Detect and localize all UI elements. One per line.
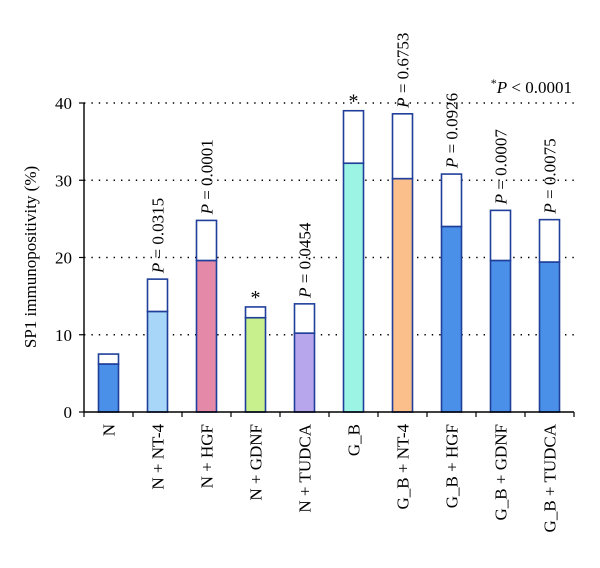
p-value-label: P = 0.0007 bbox=[492, 129, 511, 206]
p-value-label: P = 0.0315 bbox=[149, 198, 168, 274]
category-label: N + NT-4 bbox=[149, 424, 168, 490]
category-label: G_B + TUDCA bbox=[541, 423, 560, 532]
bar-total bbox=[391, 113, 414, 180]
bar-fill bbox=[244, 316, 267, 413]
bar-total bbox=[195, 219, 218, 262]
x-labels: N N + NT-4 N + HGF N + GDNF N + TUDCA G_B G_B … bbox=[83, 412, 575, 532]
significance-star: * bbox=[251, 287, 261, 309]
bar-fill bbox=[489, 259, 512, 413]
y-axis-label: SP1 immunopositivity (%) bbox=[21, 166, 40, 348]
bar-fill bbox=[538, 261, 561, 413]
y-tick-label: 0 bbox=[64, 403, 73, 422]
bar-fill bbox=[97, 363, 120, 413]
bar-fill bbox=[146, 310, 169, 413]
category-label: G_B + HGF bbox=[443, 424, 462, 508]
p-value-label: P = 0.0926 bbox=[443, 93, 462, 169]
bar-fill bbox=[293, 332, 316, 413]
category-label: G_B bbox=[345, 424, 364, 456]
category-label: N + GDNF bbox=[247, 424, 266, 501]
bar-total bbox=[440, 173, 463, 228]
category-label: G_B + GDNF bbox=[492, 424, 511, 521]
category-label: G_B + NT-4 bbox=[394, 424, 413, 510]
bar-fill bbox=[391, 177, 414, 413]
p-value-label: P = 0.0075 bbox=[541, 138, 560, 214]
y-tick-label: 20 bbox=[55, 249, 72, 268]
bar-total bbox=[146, 278, 169, 313]
category-label: N + HGF bbox=[198, 424, 217, 488]
bar-total bbox=[342, 109, 365, 165]
p-value-label: P = 0.0001 bbox=[198, 139, 217, 215]
bar-fill bbox=[342, 162, 365, 413]
y-tick-label: 40 bbox=[55, 94, 72, 113]
category-label: N + TUDCA bbox=[296, 423, 315, 512]
significance-star: * bbox=[349, 91, 359, 113]
bar-total bbox=[97, 353, 120, 365]
y-ticks: 0 10 20 30 40 bbox=[55, 94, 84, 422]
bar-fill bbox=[195, 259, 218, 413]
bar-total bbox=[489, 209, 512, 262]
y-tick-label: 10 bbox=[55, 326, 72, 345]
bar-fill bbox=[440, 225, 463, 413]
annotations: P = 0.0315 P = 0.0001 * P = 0.0454 * P = 0.67… bbox=[149, 33, 560, 309]
category-label: N bbox=[100, 424, 119, 436]
bar-total bbox=[293, 303, 316, 335]
p-value-label: P = 0.6753 bbox=[394, 33, 413, 109]
p-value-label: P = 0.0454 bbox=[296, 222, 315, 299]
bar-total bbox=[538, 218, 561, 263]
significance-note: *P < 0.0001 bbox=[491, 76, 572, 97]
y-tick-label: 30 bbox=[55, 171, 72, 190]
bars bbox=[97, 109, 561, 413]
